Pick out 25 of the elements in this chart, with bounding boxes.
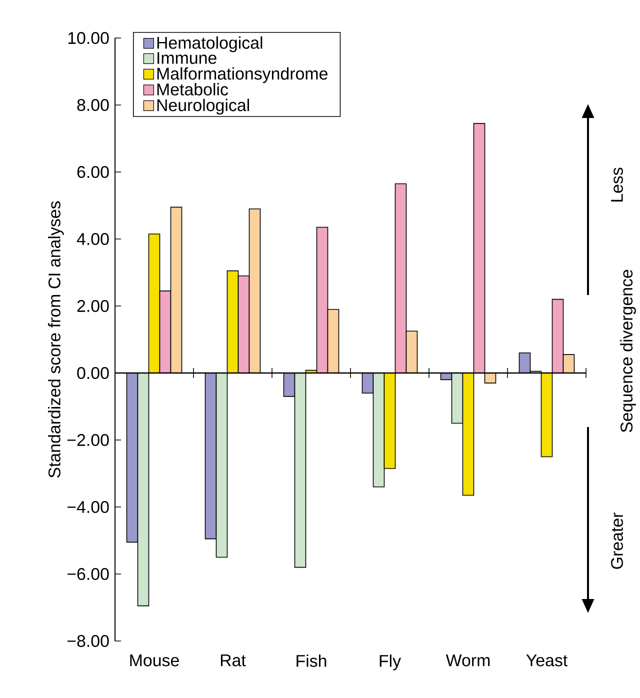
y-tick-label: −6.00 [67,568,109,580]
y-tick-label: −2.00 [67,434,109,446]
legend-label: Neurological [157,98,249,115]
y-tick-label: 0.00 [77,367,109,379]
x-tick-label: Yeast [526,654,568,666]
y-tick-label: 6.00 [77,166,109,178]
legend-label: Hematological [157,36,262,52]
x-tick-label: Worm [446,654,490,666]
x-tick-label: Fly [380,654,402,670]
legend-label: Metabolic [157,83,228,96]
y-tick-label: 2.00 [77,300,109,312]
y-tick-label: −8.00 [67,635,109,647]
y-axis-title: Standardized score from CI analyses [48,201,64,478]
y-tick-label: 10.00 [68,32,109,44]
x-tick-label: Fish [296,654,326,667]
legend-label: Malformationsyndrome [157,67,328,84]
legend-label: Immune [158,52,216,64]
text: Greater [611,512,624,569]
x-tick-label: Mouse [130,654,179,666]
text: Less [611,168,623,202]
y-tick-label: 8.00 [77,98,109,111]
text: Sequence divergence [620,270,636,432]
y-tick-label: −4.00 [67,501,109,513]
y-tick-label: 4.00 [76,233,109,245]
x-tick-label: Rat [220,654,246,666]
